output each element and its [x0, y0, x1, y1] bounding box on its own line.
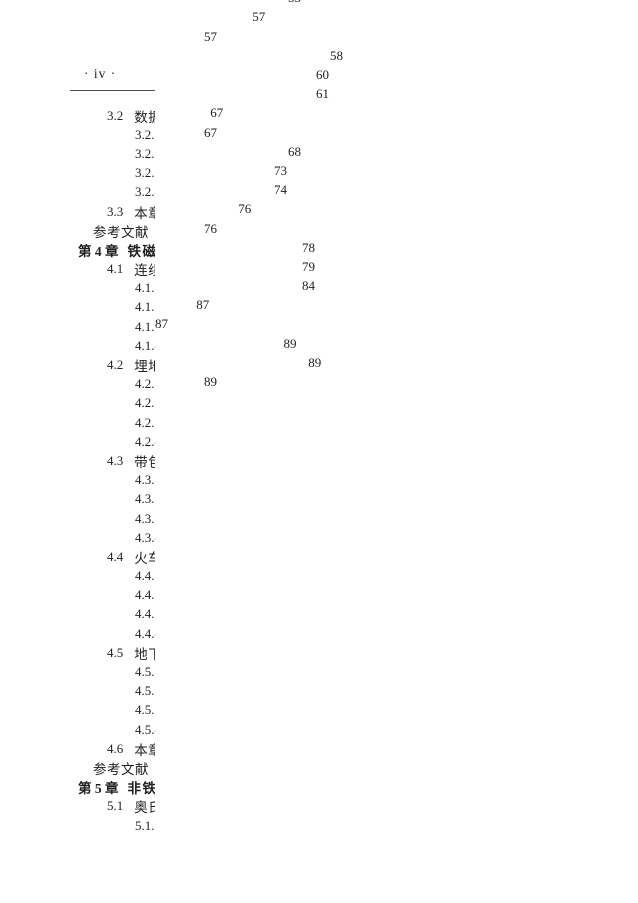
toc-entry-number: 3.2.3: [135, 165, 161, 181]
toc-entry-number: 4.5: [107, 644, 124, 660]
toc-entry-number: 4.2.4: [135, 433, 161, 449]
toc-entry-number: 4.4.4: [135, 625, 161, 641]
toc-entry-number: 4.2: [107, 357, 124, 373]
toc-entry-number: 4.4.3: [135, 606, 161, 622]
toc-entry-number: 4.5.4: [135, 721, 161, 737]
toc-entry-number: 4.3.3: [135, 510, 161, 526]
toc-list: 3.2 数据通信 32 3.2.1 处理器和工控机 32 3.2.2 通信方式的…: [78, 0, 638, 903]
toc-entry-number: 4.3.2: [135, 491, 161, 507]
toc-entry-number: 4.1.1: [135, 280, 161, 296]
toc-entry: 5.1.1 概述 89: [78, 374, 638, 903]
toc-entry-number: 4.3.1: [135, 472, 161, 488]
page-number-label: · iv ·: [84, 66, 117, 81]
toc-entry-number: 4.4.1: [135, 568, 161, 584]
toc-entry-number: 4.5.2: [135, 683, 161, 699]
toc-entry-number: 3.2.1: [135, 126, 161, 142]
toc-entry-number: 3.2.2: [135, 145, 161, 161]
toc-entry-number: 4.3.4: [135, 529, 161, 545]
toc-entry-number: 3.2.4: [135, 184, 161, 200]
toc-entry-number: 5.1: [107, 798, 124, 814]
toc-entry-number: 4.3: [107, 452, 124, 468]
toc-entry-number: 4.5.3: [135, 702, 161, 718]
toc-entry-number: 3.3: [107, 203, 124, 219]
toc-entry-number: 4.2.1: [135, 376, 161, 392]
toc-entry-number: 4.4.2: [135, 587, 161, 603]
toc-entry-number: 4.1.2: [135, 299, 161, 315]
toc-entry-number: 4.4: [107, 548, 124, 564]
toc-entry-number: 4.1.4: [135, 337, 161, 353]
toc-entry-number: 第 4 章: [78, 243, 119, 259]
toc-entry-number: 第 5 章: [78, 781, 119, 797]
toc-entry-number: 4.2.2: [135, 395, 161, 411]
toc-entry-number: 4.5.1: [135, 664, 161, 680]
toc-entry-number: 4.1: [107, 261, 124, 277]
toc-entry-title: 参考文献: [93, 761, 149, 777]
toc-entry-number: 4.1.3: [135, 318, 161, 334]
toc-entry-number: 5.1.1: [135, 817, 161, 833]
toc-entry-page: 89: [204, 374, 638, 903]
toc-entry-number: 4.2.3: [135, 414, 161, 430]
toc-entry-number: 4.6: [107, 740, 124, 756]
toc-entry-number: 3.2: [107, 107, 124, 123]
toc-entry-title: 参考文献: [93, 224, 149, 240]
